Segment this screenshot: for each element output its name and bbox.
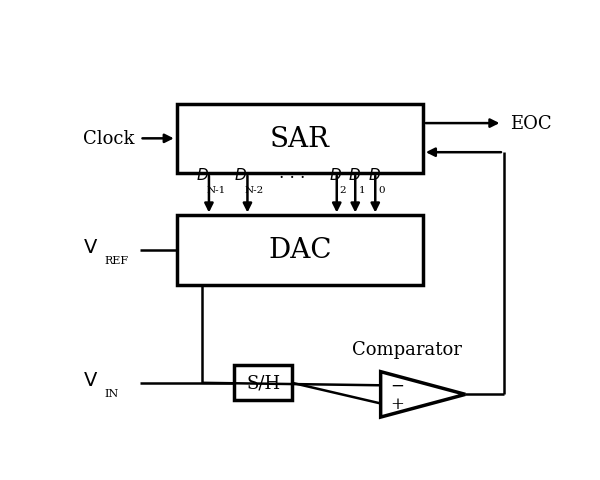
Bar bbox=[235, 366, 292, 400]
Text: IN: IN bbox=[104, 388, 118, 398]
Bar bbox=[176, 216, 423, 285]
Text: $D$: $D$ bbox=[235, 167, 247, 182]
Text: EOC: EOC bbox=[510, 115, 551, 133]
Text: −: − bbox=[391, 377, 404, 394]
Text: $D$: $D$ bbox=[349, 167, 361, 182]
Text: N-2: N-2 bbox=[245, 186, 264, 194]
Text: S/H: S/H bbox=[246, 374, 280, 392]
Text: $\mathrm{V}$: $\mathrm{V}$ bbox=[83, 371, 98, 389]
Text: SAR: SAR bbox=[270, 126, 330, 153]
Text: DAC: DAC bbox=[268, 237, 332, 264]
Text: N-1: N-1 bbox=[206, 186, 226, 194]
Text: +: + bbox=[391, 395, 404, 412]
Text: Comparator: Comparator bbox=[352, 340, 461, 358]
Text: REF: REF bbox=[104, 256, 128, 266]
Polygon shape bbox=[380, 372, 466, 417]
Text: $D$: $D$ bbox=[196, 167, 209, 182]
Text: $\mathrm{V}$: $\mathrm{V}$ bbox=[83, 239, 98, 256]
Bar bbox=[176, 105, 423, 174]
Text: $D$: $D$ bbox=[368, 167, 380, 182]
Text: 0: 0 bbox=[378, 186, 385, 194]
Text: $D$: $D$ bbox=[329, 167, 342, 182]
Text: . . .: . . . bbox=[279, 165, 305, 182]
Text: 2: 2 bbox=[340, 186, 346, 194]
Text: 1: 1 bbox=[359, 186, 365, 194]
Text: Clock: Clock bbox=[83, 130, 134, 148]
